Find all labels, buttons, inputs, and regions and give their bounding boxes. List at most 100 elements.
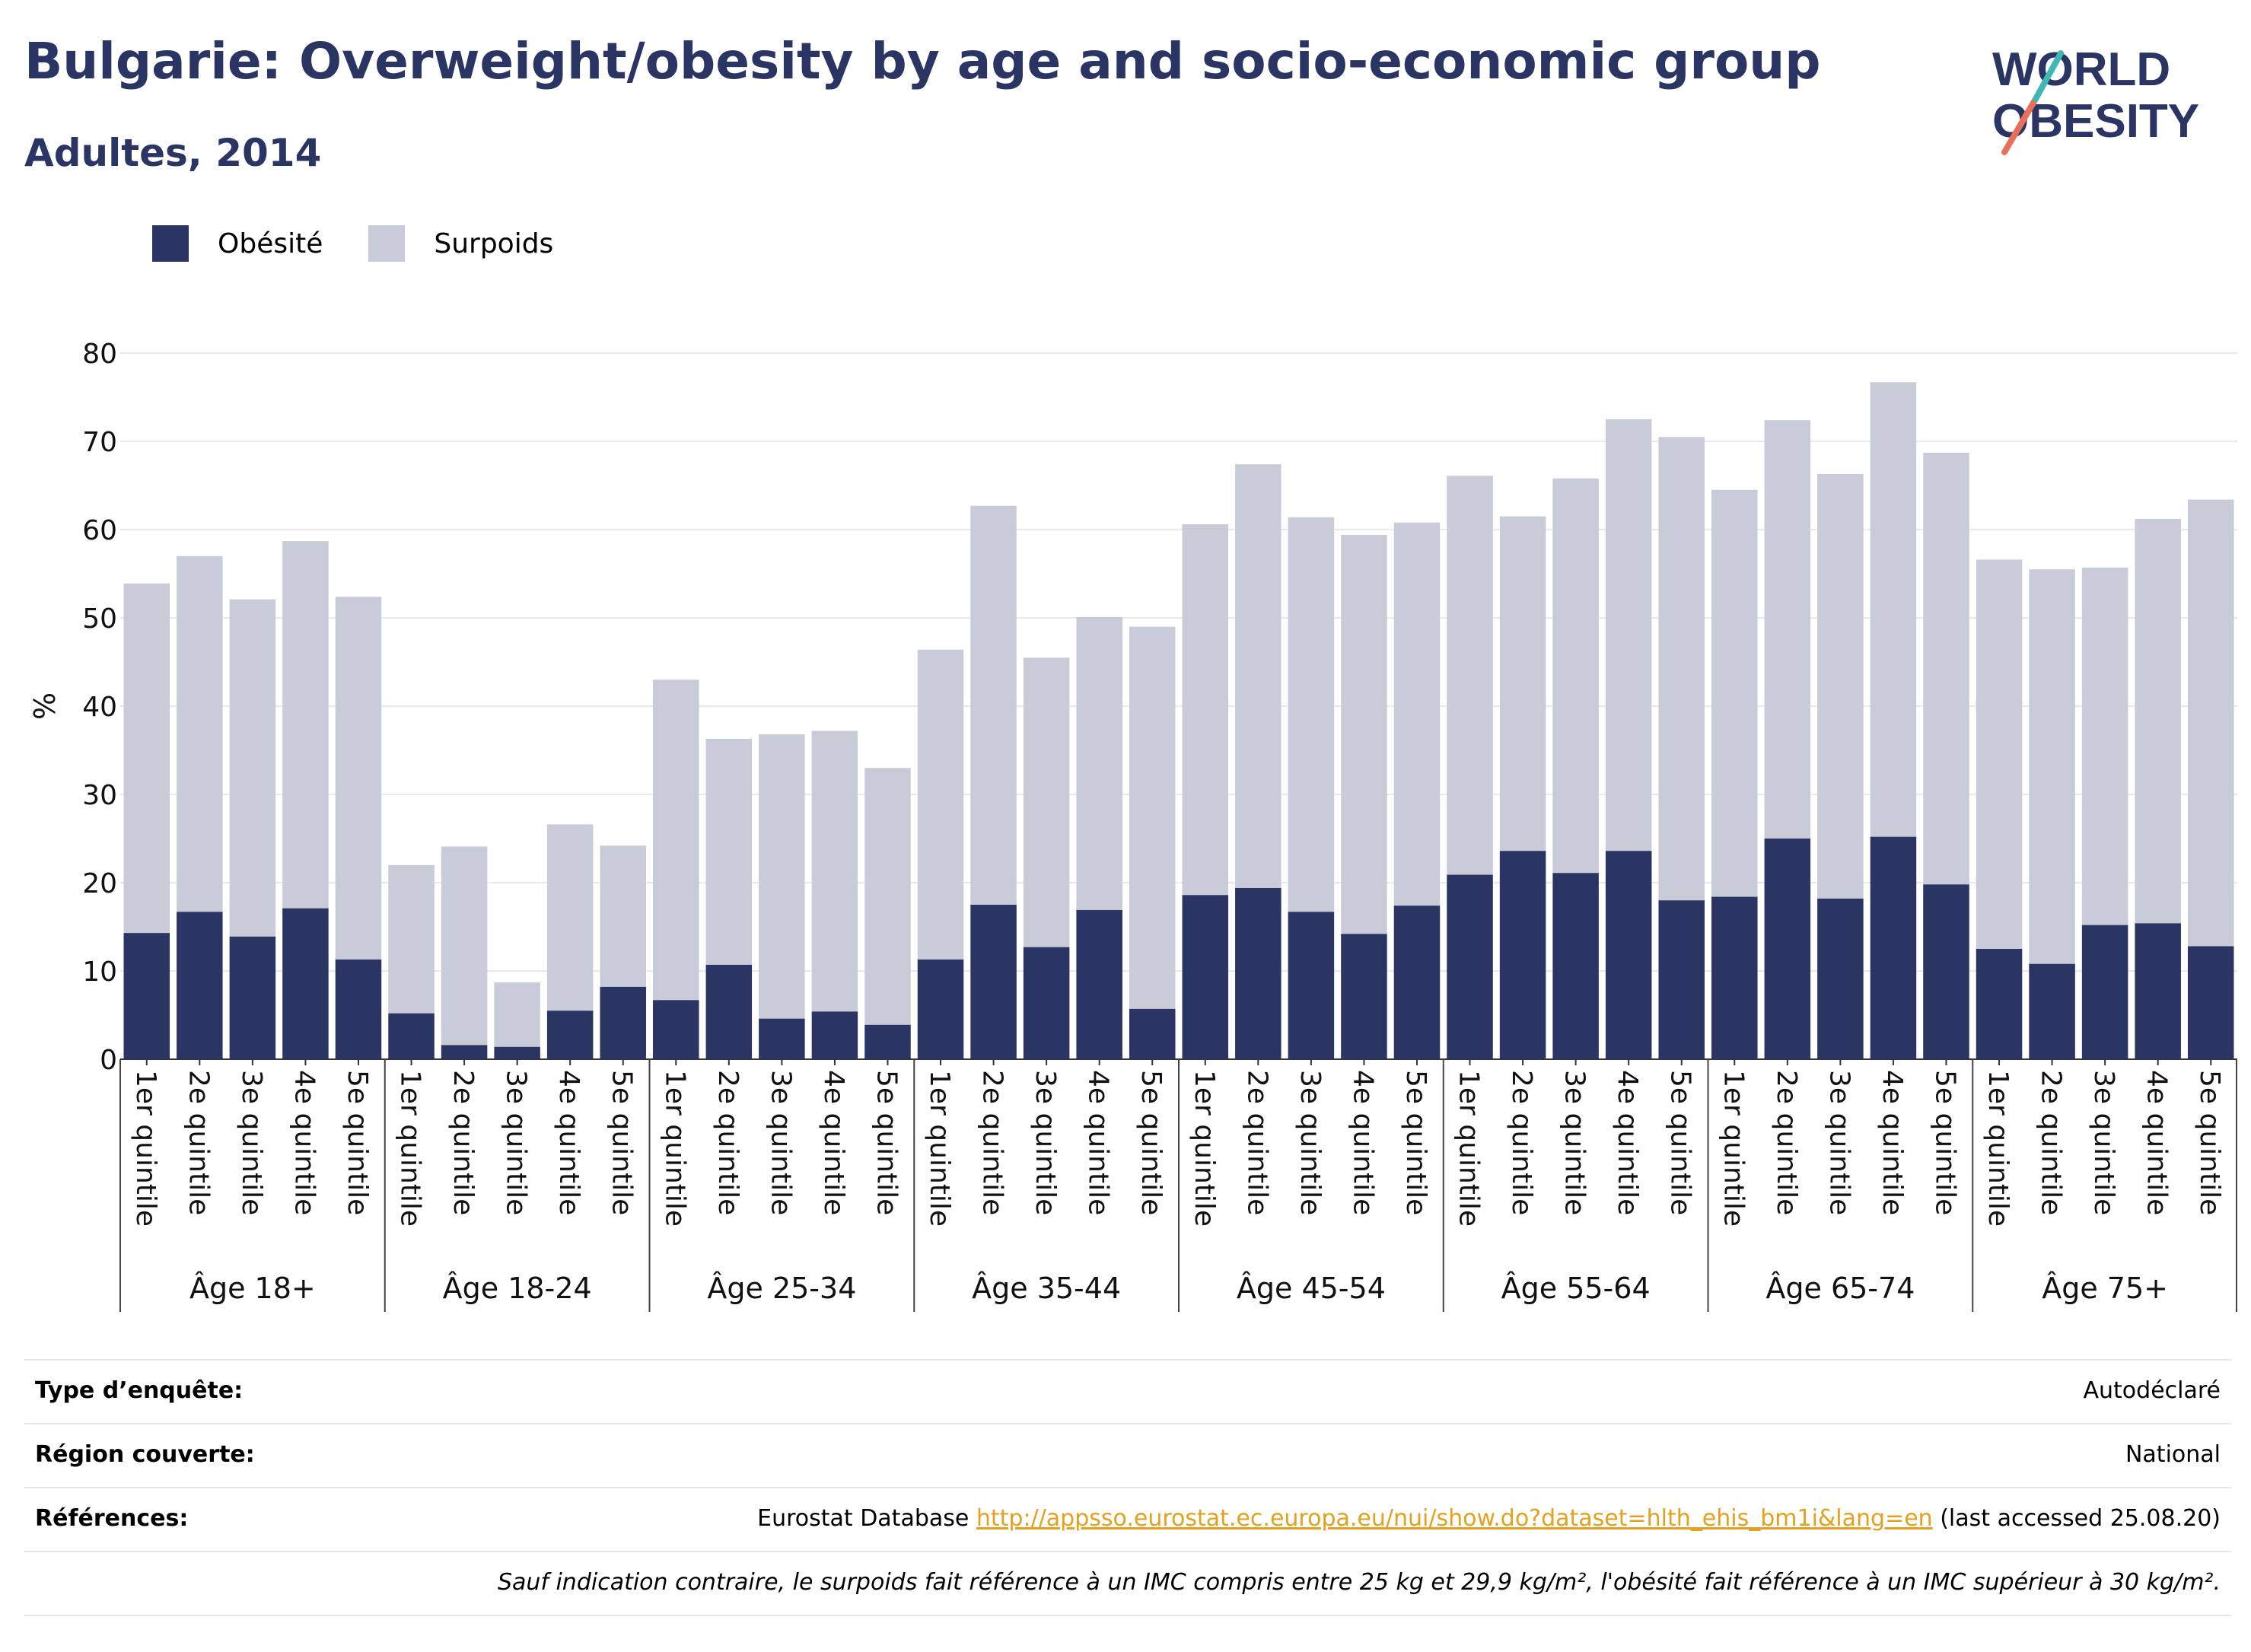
- legend-item-overweight[interactable]: Surpoids: [368, 225, 553, 262]
- info-row-region: Région couverte: National: [24, 1423, 2231, 1487]
- bar-obesity: [1870, 836, 1917, 1059]
- references-link[interactable]: http://appsso.eurostat.ec.europa.eu/nui/…: [976, 1505, 1933, 1532]
- y-tick-label: 0: [100, 1045, 117, 1076]
- y-tick-label: 80: [82, 339, 117, 370]
- bar-obesity: [388, 1013, 435, 1059]
- x-tick-label: 2e quintile: [1506, 1070, 1537, 1215]
- references-label: Références:: [35, 1505, 189, 1532]
- x-tick-label: 5e quintile: [2194, 1070, 2225, 1215]
- bar-obesity: [2081, 925, 2128, 1059]
- survey-type-label: Type d’enquête:: [35, 1377, 244, 1404]
- x-tick-label: 3e quintile: [236, 1070, 267, 1215]
- bar-overweight: [1711, 489, 1758, 897]
- legend-label-overweight: Surpoids: [434, 228, 554, 259]
- bar-obesity: [1288, 912, 1335, 1059]
- chart-title: Bulgarie: Overweight/obesity by age and …: [24, 32, 1821, 91]
- x-tick-label: 2e quintile: [183, 1070, 214, 1215]
- bar-obesity: [811, 1011, 858, 1059]
- bar-obesity: [282, 908, 329, 1059]
- bar-overweight: [600, 845, 646, 987]
- x-tick-label: 4e quintile: [1083, 1070, 1114, 1215]
- y-tick-label: 60: [82, 515, 117, 546]
- bar-overweight: [917, 649, 964, 960]
- references-prefix: Eurostat Database: [757, 1505, 976, 1532]
- bar-overweight: [1658, 437, 1705, 901]
- x-group-label: Âge 55-64: [1501, 1272, 1651, 1305]
- info-table: Type d’enquête: Autodéclaré Région couve…: [24, 1359, 2231, 1616]
- bar-obesity: [177, 912, 223, 1059]
- bar-obesity: [864, 1024, 911, 1059]
- bar-overweight: [2135, 519, 2181, 924]
- x-tick-label: 3e quintile: [501, 1070, 532, 1215]
- x-tick-label: 1er quintile: [1982, 1070, 2014, 1227]
- logo-line1: WORLD: [1992, 43, 2170, 96]
- x-tick-label: 2e quintile: [977, 1070, 1008, 1215]
- bar-obesity: [2029, 963, 2075, 1059]
- bar-obesity: [2187, 946, 2234, 1059]
- bar-obesity: [1711, 896, 1758, 1059]
- x-tick-label: 3e quintile: [765, 1070, 796, 1215]
- bar-obesity: [1182, 895, 1229, 1059]
- bar-overweight: [335, 597, 382, 960]
- y-tick-label: 70: [82, 427, 117, 458]
- bar-overweight: [1870, 382, 1917, 837]
- bar-overweight: [1764, 420, 1811, 839]
- x-tick-label: 3e quintile: [1559, 1070, 1590, 1215]
- info-row-note: Sauf indication contraire, le surpoids f…: [24, 1551, 2231, 1616]
- bar-overweight: [759, 734, 805, 1019]
- y-axis-label: %: [28, 692, 62, 720]
- x-tick-label: 2e quintile: [1241, 1070, 1272, 1215]
- bar-obesity: [1923, 884, 1969, 1059]
- y-tick-label: 20: [82, 868, 117, 899]
- bar-overweight: [1817, 473, 1864, 899]
- y-tick-label: 10: [82, 957, 117, 988]
- x-tick-label: 4e quintile: [818, 1070, 849, 1215]
- legend-swatch-obesity: [152, 225, 189, 262]
- x-group-label: Âge 18-24: [443, 1272, 592, 1305]
- bar-obesity: [335, 959, 382, 1059]
- bar-obesity: [1764, 839, 1811, 1059]
- x-tick-label: 1er quintile: [1718, 1070, 1749, 1227]
- x-tick-label: 2e quintile: [712, 1070, 743, 1215]
- x-tick-label: 3e quintile: [2088, 1070, 2119, 1215]
- info-row-survey-type: Type d’enquête: Autodéclaré: [24, 1359, 2231, 1423]
- bar-overweight: [1341, 534, 1387, 934]
- y-tick-label: 40: [82, 692, 117, 723]
- bar-obesity: [759, 1018, 805, 1059]
- x-tick-label: 4e quintile: [553, 1070, 584, 1215]
- x-tick-label: 3e quintile: [1294, 1070, 1326, 1215]
- bar-overweight: [1288, 517, 1335, 912]
- bar-obesity: [1076, 909, 1122, 1059]
- legend-swatch-overweight: [368, 225, 406, 262]
- bar-obesity: [1235, 887, 1282, 1059]
- bar-overweight: [2187, 499, 2234, 947]
- references-value: Eurostat Database http://appsso.eurostat…: [757, 1505, 2221, 1532]
- legend-item-obesity[interactable]: Obésité: [152, 225, 323, 262]
- bar-obesity: [441, 1045, 488, 1059]
- bar-overweight: [123, 583, 170, 934]
- bar-overweight: [441, 846, 488, 1046]
- bar-obesity: [229, 936, 276, 1059]
- x-tick-label: 5e quintile: [1135, 1070, 1167, 1215]
- x-tick-label: 3e quintile: [1823, 1070, 1855, 1215]
- info-row-references: Références: Eurostat Database http://app…: [24, 1487, 2231, 1551]
- bar-overweight: [1552, 478, 1599, 874]
- bar-overweight: [229, 599, 276, 937]
- x-tick-label: 1er quintile: [395, 1070, 426, 1227]
- bar-obesity: [1976, 949, 2023, 1059]
- x-tick-label: 4e quintile: [1347, 1070, 1378, 1215]
- bar-overweight: [282, 541, 329, 909]
- x-tick-label: 1er quintile: [924, 1070, 955, 1227]
- x-tick-label: 5e quintile: [1929, 1070, 1960, 1215]
- bar-overweight: [864, 768, 911, 1025]
- bar-obesity: [1341, 934, 1387, 1059]
- legend-label-obesity: Obésité: [218, 228, 323, 259]
- references-suffix: (last accessed 25.08.20): [1932, 1505, 2221, 1532]
- x-group-label: Âge 25-34: [707, 1272, 856, 1305]
- x-tick-label: 1er quintile: [659, 1070, 690, 1227]
- x-tick-label: 2e quintile: [2036, 1070, 2067, 1215]
- x-tick-label: 1er quintile: [1189, 1070, 1220, 1227]
- bar-obesity: [1023, 947, 1070, 1059]
- bar-obesity: [917, 959, 964, 1059]
- bar-overweight: [1023, 657, 1070, 947]
